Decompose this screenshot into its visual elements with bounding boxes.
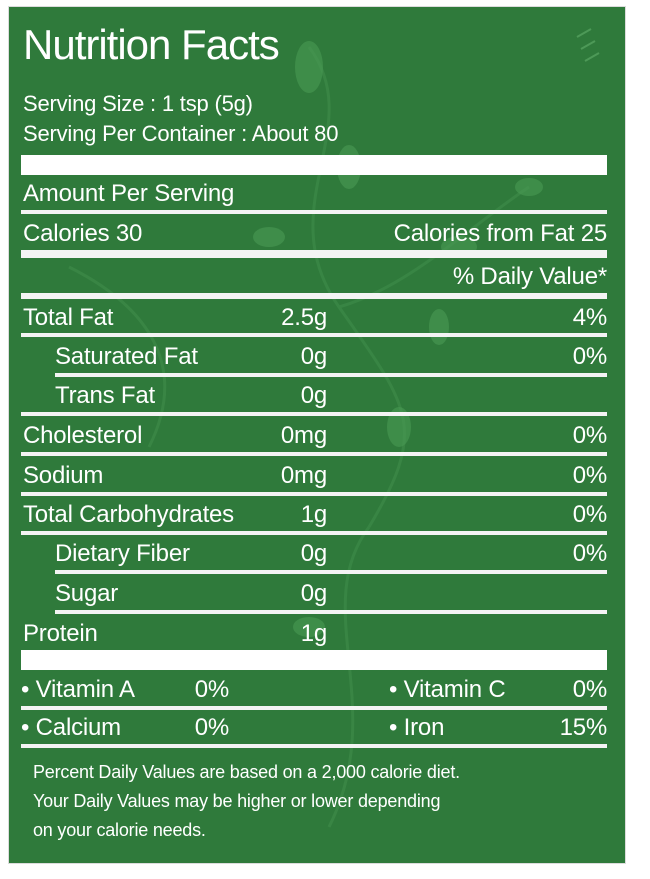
calories-from-fat: Calories from Fat 25: [393, 220, 608, 247]
vitamin-name: • Iron: [389, 714, 445, 741]
divider: [21, 333, 607, 337]
servings-per-container: Serving Per Container : About 80: [23, 121, 339, 146]
daily-value-header: % Daily Value*: [452, 263, 607, 290]
thick-divider: [21, 650, 607, 670]
vitamin-value: 15%: [559, 714, 608, 741]
nutrient-amount: 0g: [300, 382, 327, 409]
footnote-line: Your Daily Values may be higher or lower…: [33, 791, 441, 811]
divider: [55, 373, 607, 377]
divider: [21, 706, 607, 710]
vitamin-value: 0%: [194, 714, 229, 741]
divider: [21, 412, 607, 416]
amount-per-serving: Amount Per Serving: [23, 180, 235, 207]
nutrient-daily-value: 0%: [572, 540, 607, 567]
nutrition-label: Nutrition Facts Serving Size : 1 tsp (5g…: [8, 6, 626, 864]
footnote-line: on your calorie needs.: [33, 820, 206, 840]
nutrient-daily-value: 0%: [572, 462, 607, 489]
nutrient-name: Saturated Fat: [55, 343, 198, 370]
divider: [21, 293, 607, 299]
thick-divider: [21, 155, 607, 175]
divider: [21, 250, 607, 258]
nutrient-daily-value: 0%: [572, 422, 607, 449]
nutrient-name: Dietary Fiber: [55, 540, 190, 567]
nutrient-amount: 0mg: [280, 462, 327, 489]
nutrient-name: Cholesterol: [23, 422, 143, 449]
serving-size: Serving Size : 1 tsp (5g): [23, 91, 253, 116]
nutrient-name: Sodium: [23, 462, 104, 489]
nutrient-amount: 0g: [300, 540, 327, 567]
divider: [21, 210, 607, 214]
nutrient-daily-value: 0%: [572, 501, 607, 528]
vitamin-name: • Vitamin A: [21, 676, 135, 703]
nutrient-amount: 0mg: [280, 422, 327, 449]
nutrient-name: Total Carbohydrates: [23, 501, 234, 528]
nutrient-name: Sugar: [55, 580, 119, 607]
vitamin-name: • Vitamin C: [389, 676, 506, 703]
nutrient-amount: 0g: [300, 343, 327, 370]
nutrient-name: Total Fat: [23, 304, 114, 331]
vitamin-value: 0%: [194, 676, 229, 703]
nutrient-amount: 0g: [300, 580, 327, 607]
vitamin-name: • Calcium: [21, 714, 121, 741]
divider: [21, 452, 607, 456]
vitamin-value: 0%: [572, 676, 607, 703]
divider: [55, 610, 607, 614]
divider: [55, 570, 607, 574]
divider: [21, 492, 607, 496]
divider: [21, 531, 607, 535]
nutrient-daily-value: 4%: [572, 304, 607, 331]
nutrient-amount: 1g: [300, 501, 327, 528]
divider: [21, 744, 607, 748]
footnote-line: Percent Daily Values are based on a 2,00…: [33, 762, 460, 782]
label-title: Nutrition Facts: [23, 21, 280, 68]
calories: Calories 30: [23, 220, 143, 247]
nutrient-name: Protein: [23, 620, 98, 647]
nutrient-daily-value: 0%: [572, 343, 607, 370]
nutrient-name: Trans Fat: [55, 382, 156, 409]
nutrient-amount: 1g: [300, 620, 327, 647]
nutrient-amount: 2.5g: [281, 304, 327, 331]
